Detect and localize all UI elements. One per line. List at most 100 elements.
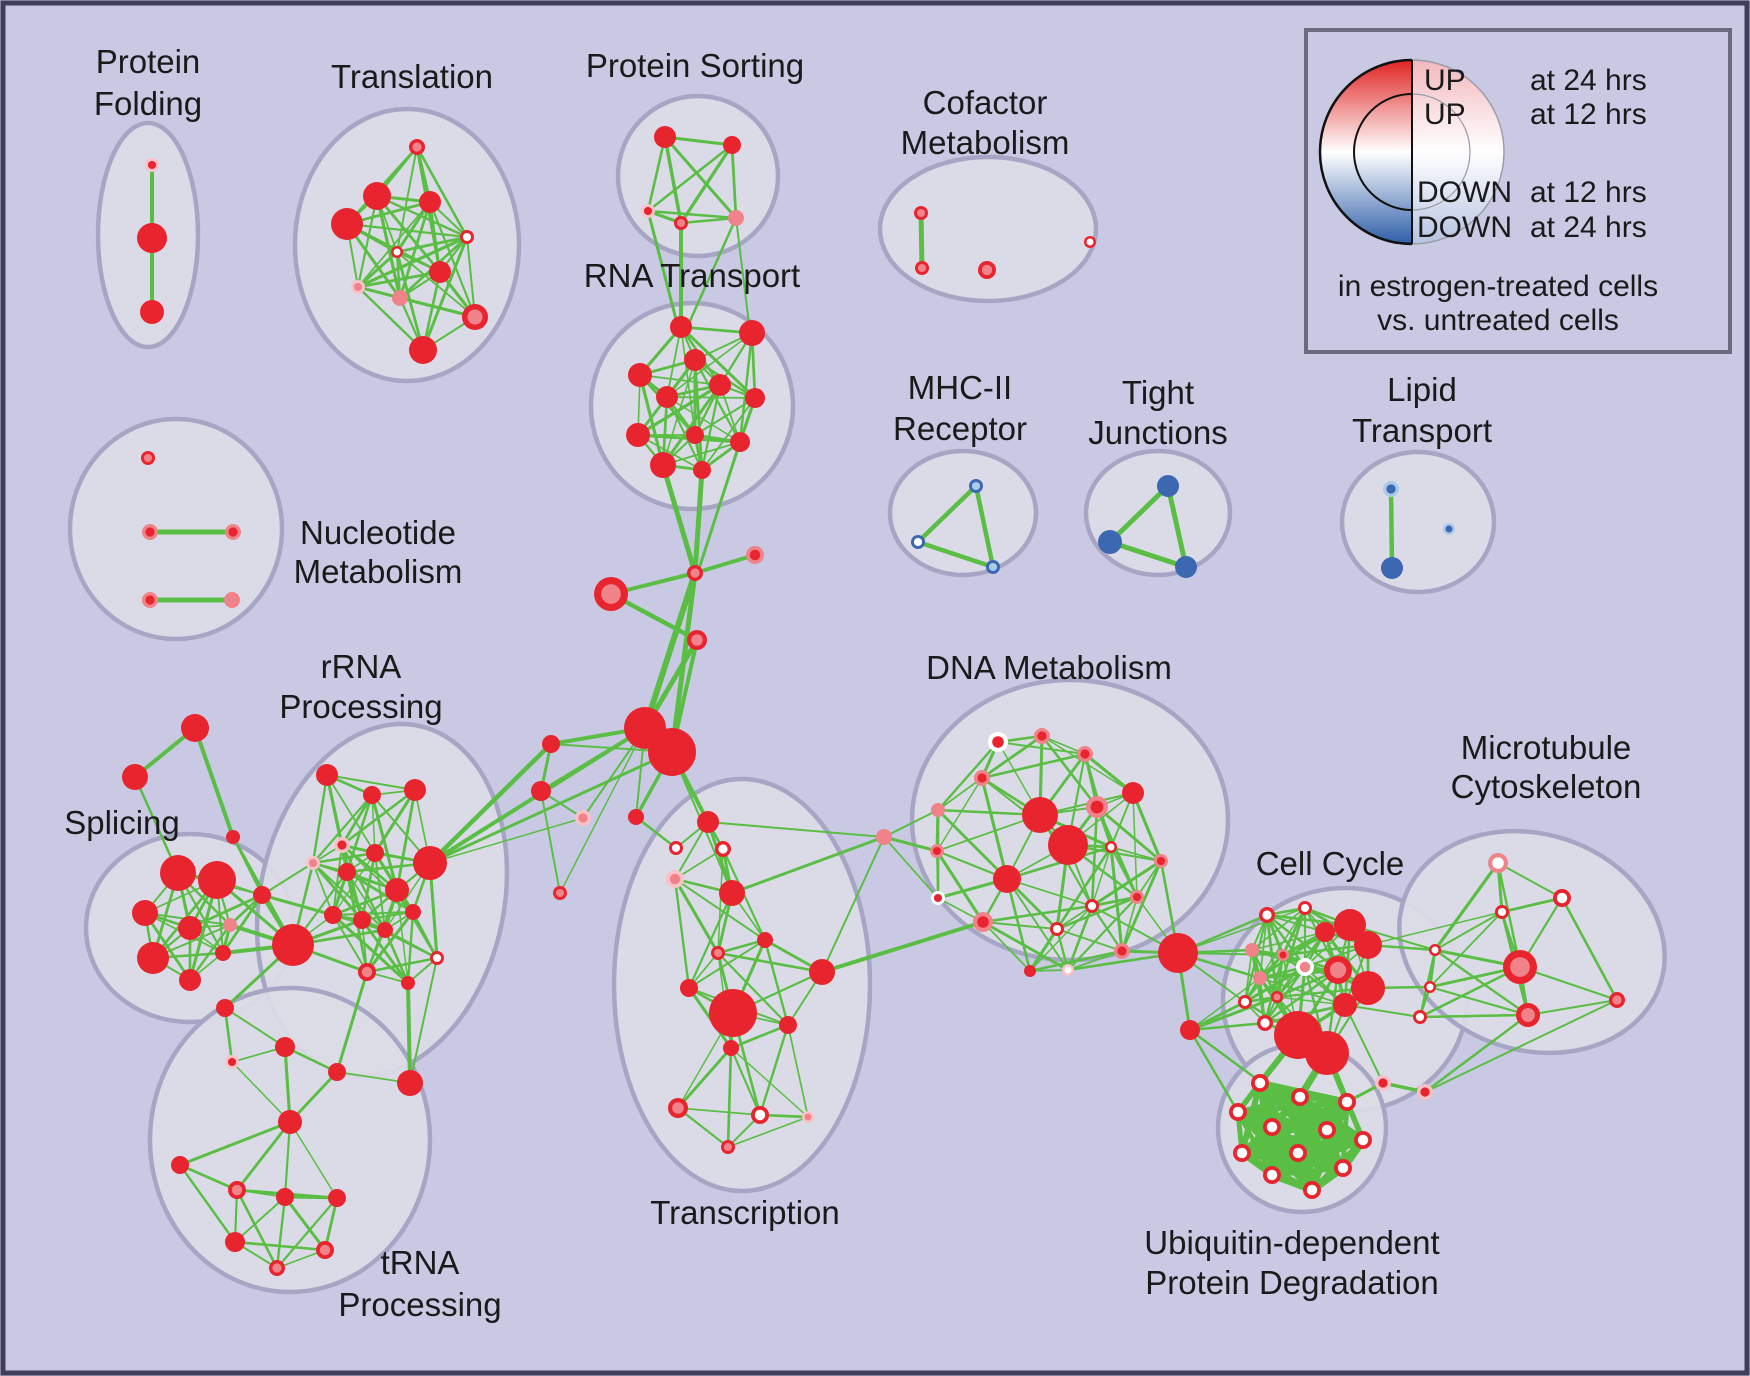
network-node-center [676, 218, 686, 228]
network-node [404, 779, 426, 801]
network-node-center [1426, 983, 1434, 991]
network-node-center [227, 1057, 237, 1067]
network-edge [193, 726, 235, 839]
network-edge [360, 918, 410, 985]
network-node-center [671, 843, 681, 853]
network-node [876, 829, 892, 845]
network-edge [980, 734, 1044, 780]
network-edge [666, 332, 753, 398]
network-edge [883, 836, 939, 899]
cluster-label-translation: Translation [331, 58, 493, 95]
network-edge [178, 1120, 292, 1167]
network-edge [395, 235, 469, 254]
network-node [137, 223, 167, 253]
network-edge [1269, 1165, 1346, 1178]
network-edge [428, 200, 477, 319]
cluster-labels: Protein Folding Translation Protein Sorting… [64, 43, 1641, 1323]
network-edge [365, 956, 439, 974]
network-edge [1258, 930, 1327, 980]
network-edge [178, 1163, 237, 1244]
network-edge [676, 1106, 730, 1149]
network-edge [1188, 1028, 1240, 1114]
network-edge [663, 135, 738, 220]
cluster-label-nucleotide-metabolism: Nucleotide [300, 514, 456, 551]
network-node-center [1052, 924, 1062, 934]
network-node-center [1521, 1008, 1535, 1022]
network-edge [261, 862, 314, 896]
network-node-center [1510, 957, 1530, 977]
network-node-center [916, 208, 926, 218]
network-edge [1423, 1013, 1530, 1094]
network-edge [1263, 968, 1340, 1025]
network-edge [326, 774, 376, 854]
network-edge [717, 848, 724, 954]
network-node-center [1378, 1078, 1388, 1088]
cluster-ellipse-dna-metabolism [909, 677, 1231, 963]
network-node [179, 969, 201, 991]
network-node-center [228, 527, 238, 537]
network-node-center [1612, 995, 1622, 1005]
network-node [1333, 993, 1357, 1017]
network-edge [716, 938, 767, 955]
network-edge [716, 951, 824, 974]
network-node-center [1294, 1091, 1306, 1103]
network-node [686, 426, 704, 444]
network-edge [356, 194, 379, 289]
network-node-center [145, 527, 155, 537]
network-edge [1518, 965, 1619, 1002]
network-edge [1251, 931, 1326, 951]
network-node [723, 1040, 739, 1056]
network-edge [395, 788, 417, 892]
network-edge [1109, 845, 1124, 953]
network-edge [340, 793, 374, 847]
network-edge [283, 1195, 327, 1252]
network-node [1334, 909, 1366, 941]
network-node-center [1556, 892, 1568, 904]
network-node-center [143, 453, 153, 463]
network-edge [679, 143, 734, 225]
network-node [366, 844, 384, 862]
network-edge [1527, 999, 1618, 1016]
network-node [137, 942, 169, 974]
cluster-label-trna-processing: tRNA [381, 1244, 460, 1281]
network-edge [980, 752, 1087, 780]
network-edge [936, 808, 1009, 881]
network-node [1253, 971, 1267, 985]
cluster-ellipse-lipid-transport [1339, 449, 1497, 595]
network-edge [677, 1107, 761, 1116]
cluster-label-cofactor-metabolism: Metabolism [901, 124, 1070, 161]
network-edge [340, 788, 417, 847]
network-edge [663, 135, 683, 225]
network-node [693, 461, 711, 479]
network-edge [981, 920, 1070, 972]
network-node-center [1064, 966, 1072, 974]
network-node [1158, 933, 1198, 973]
network-node-center [393, 248, 401, 256]
legend-up-24-dir: UP [1424, 64, 1466, 97]
network-node-center [1445, 525, 1453, 533]
network-node [224, 592, 240, 608]
network-edge [663, 135, 734, 147]
network-node-center [1037, 731, 1047, 741]
legend-note-line1: in estrogen-treated cells [1338, 270, 1658, 303]
network-edge [1107, 483, 1171, 545]
network-edge [716, 951, 790, 1027]
network-node-center [467, 309, 483, 325]
network-node [132, 900, 158, 926]
network-edge [1265, 913, 1340, 972]
network-edge [260, 893, 335, 917]
network-node [328, 1063, 346, 1081]
network-node [628, 809, 644, 825]
network-node [626, 423, 650, 447]
network-edge [660, 462, 698, 576]
network-node-center [1080, 749, 1090, 759]
cluster-label-mhc-ii-receptor: MHC-II [908, 369, 1012, 406]
network-edge [1067, 950, 1123, 971]
network-node-center [1292, 1147, 1304, 1159]
network-node [328, 1189, 346, 1207]
network-edge [340, 843, 387, 932]
network-node [216, 999, 234, 1017]
network-edge [738, 331, 754, 444]
network-node [1157, 475, 1179, 497]
